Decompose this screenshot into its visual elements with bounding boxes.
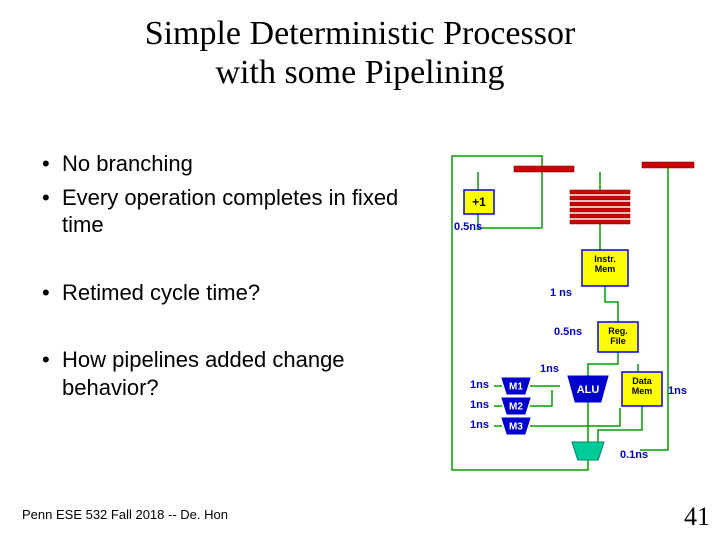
- svg-text:0.1ns: 0.1ns: [620, 449, 648, 461]
- svg-text:1ns: 1ns: [470, 379, 489, 391]
- bullet-2: Every operation completes in fixed time: [38, 184, 418, 239]
- processor-diagram: +1Instr.MemReg.FileALUDataMemM1M2M30.5ns…: [442, 150, 702, 480]
- svg-text:1ns: 1ns: [470, 399, 489, 411]
- title-line-1: Simple Deterministic Processor: [145, 15, 576, 52]
- title-line-2: with some Pipelining: [216, 54, 505, 91]
- svg-text:0.5ns: 0.5ns: [454, 221, 482, 233]
- svg-text:Mem: Mem: [632, 386, 653, 396]
- bullet-4: How pipelines added change behavior?: [38, 346, 418, 401]
- svg-text:+1: +1: [472, 195, 486, 209]
- bullet-list: No branching Every operation completes i…: [38, 150, 418, 407]
- bullet-1: No branching: [38, 150, 418, 178]
- page-number: 41: [684, 502, 710, 532]
- svg-text:1 ns: 1 ns: [550, 287, 572, 299]
- svg-text:M3: M3: [509, 422, 523, 433]
- svg-text:Mem: Mem: [595, 264, 616, 274]
- slide-title: Simple Deterministic Processor with some…: [0, 0, 720, 92]
- svg-text:1ns: 1ns: [470, 419, 489, 431]
- svg-text:1ns: 1ns: [540, 363, 559, 375]
- svg-text:1ns: 1ns: [668, 385, 687, 397]
- bullet-3: Retimed cycle time?: [38, 279, 418, 307]
- svg-text:M1: M1: [509, 382, 523, 393]
- svg-text:File: File: [610, 336, 626, 346]
- svg-text:Instr.: Instr.: [594, 254, 616, 264]
- footer-text: Penn ESE 532 Fall 2018 -- De. Hon: [22, 507, 228, 522]
- svg-text:Reg.: Reg.: [608, 326, 628, 336]
- svg-text:Data: Data: [632, 376, 653, 386]
- svg-text:0.5ns: 0.5ns: [554, 326, 582, 338]
- svg-text:M2: M2: [509, 402, 523, 413]
- svg-text:ALU: ALU: [577, 384, 600, 396]
